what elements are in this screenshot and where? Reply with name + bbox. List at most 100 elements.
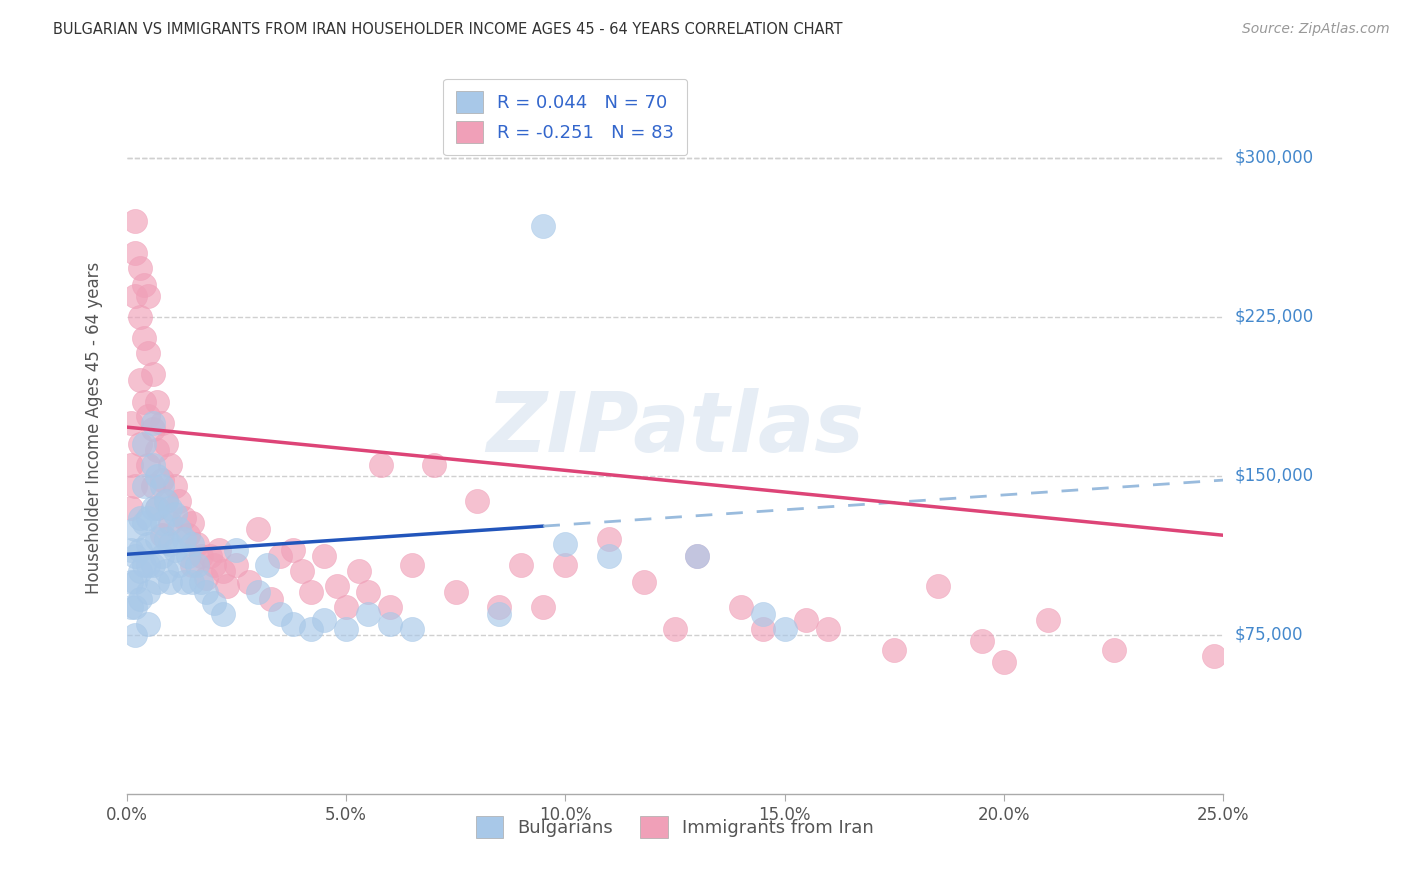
Point [686, 549, 709, 564]
Y-axis label: Householder Income Ages 45 - 64 years: Householder Income Ages 45 - 64 years [84, 262, 103, 594]
Point [128, 543, 150, 558]
Point [124, 600, 146, 615]
Point [142, 558, 165, 572]
Point [138, 558, 160, 572]
Point [124, 628, 146, 642]
Point [194, 585, 217, 599]
Point [120, 543, 142, 558]
Point [1102, 642, 1125, 657]
Point [142, 367, 165, 381]
Point [124, 288, 146, 302]
Point [132, 516, 155, 530]
Point [181, 558, 204, 572]
Point [120, 600, 142, 615]
Point [202, 558, 225, 572]
Point [1204, 649, 1226, 664]
Point [150, 549, 173, 564]
Point [132, 331, 155, 345]
Point [132, 479, 155, 493]
Point [335, 622, 357, 636]
Point [212, 564, 235, 578]
Point [177, 549, 200, 564]
Point [132, 558, 155, 572]
Point [138, 617, 160, 632]
Point [247, 522, 270, 536]
Point [554, 537, 576, 551]
Point [664, 622, 686, 636]
Point [194, 571, 217, 585]
Point [146, 443, 169, 458]
Point [598, 533, 620, 547]
Point [198, 549, 221, 564]
Point [138, 346, 160, 360]
Point [155, 564, 177, 578]
Point [283, 543, 305, 558]
Point [291, 564, 314, 578]
Point [299, 622, 322, 636]
Point [124, 246, 146, 260]
Point [686, 549, 709, 564]
Point [138, 288, 160, 302]
Point [128, 374, 150, 388]
Point [225, 543, 247, 558]
Point [181, 537, 204, 551]
Point [159, 500, 181, 515]
Point [269, 549, 291, 564]
Text: Source: ZipAtlas.com: Source: ZipAtlas.com [1241, 22, 1389, 37]
Point [488, 600, 510, 615]
Point [167, 494, 190, 508]
Point [378, 617, 401, 632]
Text: ZIPatlas: ZIPatlas [486, 388, 863, 468]
Point [256, 558, 278, 572]
Point [138, 585, 160, 599]
Point [155, 533, 177, 547]
Point [190, 549, 212, 564]
Point [796, 613, 818, 627]
Point [773, 622, 796, 636]
Point [146, 500, 169, 515]
Point [970, 634, 993, 648]
Point [531, 219, 554, 233]
Point [167, 522, 190, 536]
Point [132, 437, 155, 451]
Point [159, 516, 181, 530]
Point [357, 585, 380, 599]
Text: $225,000: $225,000 [1234, 308, 1313, 326]
Point [120, 416, 142, 430]
Point [124, 214, 146, 228]
Point [312, 613, 335, 627]
Point [225, 558, 247, 572]
Point [326, 579, 349, 593]
Point [159, 458, 181, 473]
Point [146, 574, 169, 589]
Point [128, 564, 150, 578]
Point [159, 537, 181, 551]
Point [138, 458, 160, 473]
Point [120, 458, 142, 473]
Point [531, 600, 554, 615]
Text: $75,000: $75,000 [1234, 626, 1303, 644]
Point [883, 642, 905, 657]
Point [467, 494, 489, 508]
Point [128, 261, 150, 276]
Point [150, 528, 173, 542]
Point [202, 596, 225, 610]
Point [163, 479, 186, 493]
Point [335, 600, 357, 615]
Point [238, 574, 260, 589]
Point [150, 416, 173, 430]
Point [163, 507, 186, 521]
Point [150, 473, 173, 487]
Point [598, 549, 620, 564]
Point [378, 600, 401, 615]
Point [633, 574, 655, 589]
Point [217, 579, 239, 593]
Point [554, 558, 576, 572]
Point [181, 574, 204, 589]
Point [993, 656, 1015, 670]
Point [444, 585, 467, 599]
Point [401, 622, 423, 636]
Point [163, 543, 186, 558]
Point [120, 574, 142, 589]
Text: $300,000: $300,000 [1234, 149, 1313, 167]
